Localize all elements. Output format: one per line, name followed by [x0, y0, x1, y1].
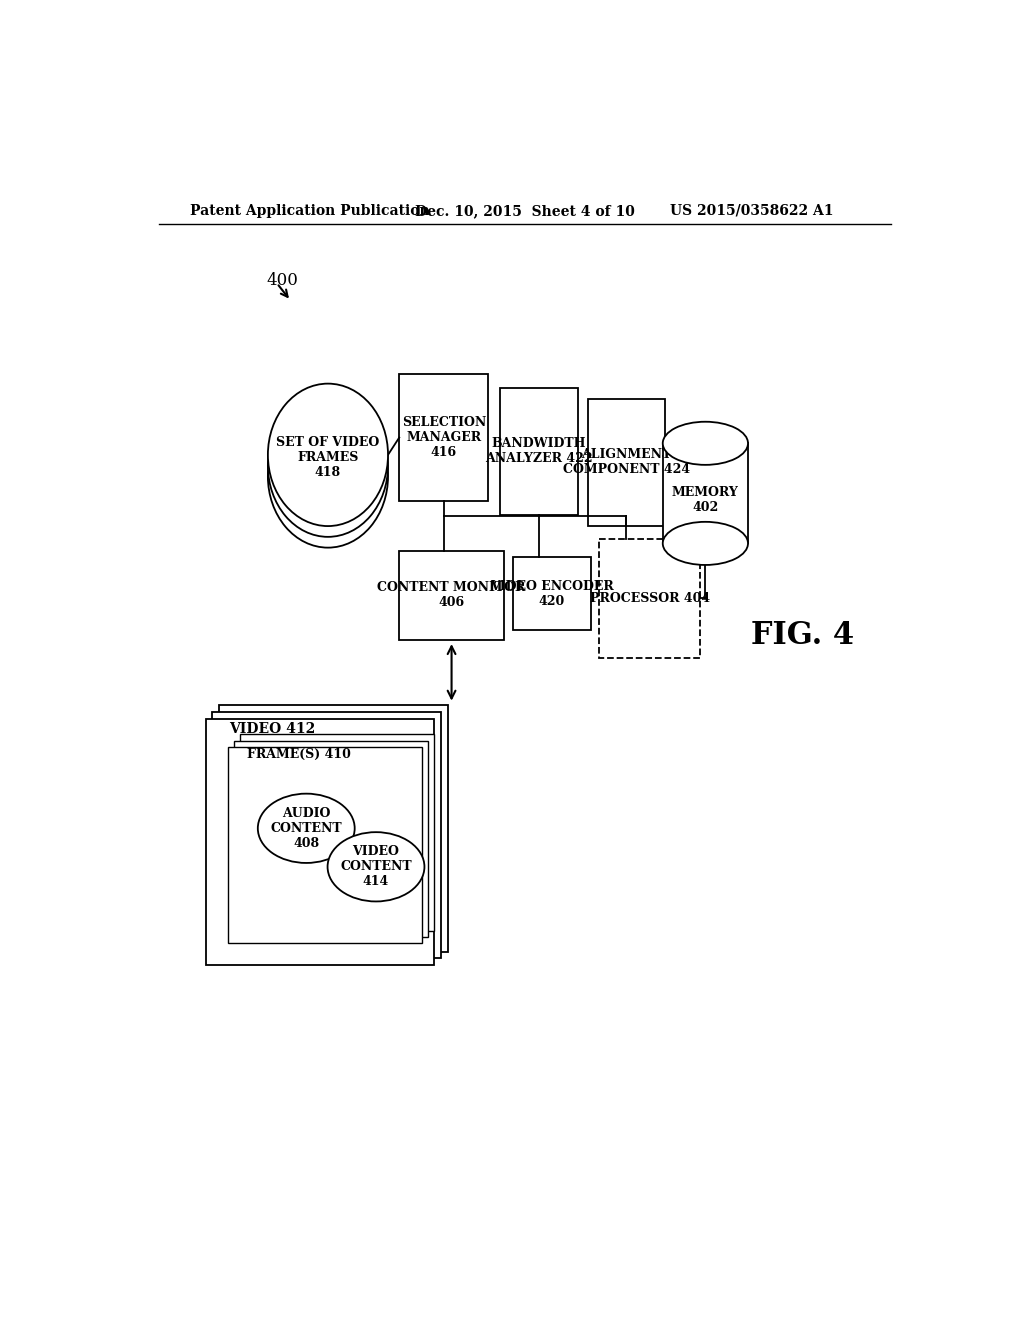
Text: Patent Application Publication: Patent Application Publication: [190, 203, 430, 218]
Text: Dec. 10, 2015  Sheet 4 of 10: Dec. 10, 2015 Sheet 4 of 10: [415, 203, 635, 218]
Text: FRAME(S) 410: FRAME(S) 410: [247, 748, 350, 762]
Ellipse shape: [268, 405, 388, 548]
Text: VIDEO
CONTENT
414: VIDEO CONTENT 414: [340, 845, 412, 888]
Text: US 2015/0358622 A1: US 2015/0358622 A1: [671, 203, 834, 218]
Bar: [399, 552, 504, 640]
Text: CONTENT MONITOR
406: CONTENT MONITOR 406: [378, 581, 525, 610]
Ellipse shape: [663, 422, 748, 465]
Bar: [219, 705, 449, 952]
Text: PROCESSOR 404: PROCESSOR 404: [590, 591, 710, 605]
Bar: [228, 747, 422, 942]
Text: ALIGNMENT
COMPONENT 424: ALIGNMENT COMPONENT 424: [563, 449, 690, 477]
Bar: [241, 734, 434, 931]
Bar: [663, 444, 748, 544]
Bar: [513, 557, 591, 631]
Bar: [500, 388, 578, 515]
Ellipse shape: [663, 521, 748, 565]
Bar: [206, 719, 434, 965]
Bar: [599, 539, 700, 659]
Ellipse shape: [328, 832, 424, 902]
Text: VIDEO ENCODER
420: VIDEO ENCODER 420: [490, 579, 613, 607]
Bar: [212, 711, 441, 958]
Bar: [588, 399, 665, 525]
Text: 400: 400: [266, 272, 298, 289]
Bar: [234, 741, 428, 937]
Ellipse shape: [268, 384, 388, 527]
Ellipse shape: [258, 793, 354, 863]
Text: FIG. 4: FIG. 4: [751, 620, 854, 651]
Text: VIDEO 412: VIDEO 412: [228, 722, 315, 737]
Text: SELECTION
MANAGER
416: SELECTION MANAGER 416: [401, 416, 486, 459]
Text: SET OF VIDEO
FRAMES
418: SET OF VIDEO FRAMES 418: [276, 437, 380, 479]
Text: BANDWIDTH
ANALYZER 422: BANDWIDTH ANALYZER 422: [485, 437, 593, 466]
Text: AUDIO
CONTENT
408: AUDIO CONTENT 408: [270, 807, 342, 850]
Ellipse shape: [268, 395, 388, 537]
Text: MEMORY
402: MEMORY 402: [672, 486, 738, 513]
Bar: [399, 374, 488, 502]
